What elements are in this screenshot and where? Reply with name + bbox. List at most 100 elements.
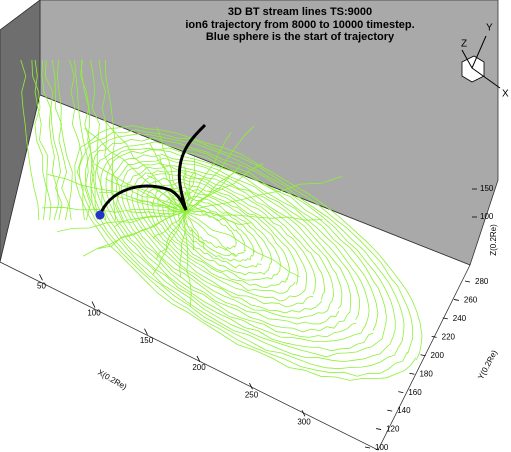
streamline: [134, 197, 186, 213]
y-tick: [376, 428, 382, 430]
y-tick-label: 140: [397, 406, 411, 415]
y-tick: [431, 335, 437, 338]
y-tick: [387, 409, 393, 412]
streamline: [184, 211, 205, 250]
chart-subtitle: ion6 trajectory from 8000 to 10000 times…: [185, 19, 414, 31]
z-tick-label: 100: [480, 212, 494, 221]
y-tick: [398, 391, 404, 394]
streamline: [146, 175, 186, 213]
streamline: [105, 178, 186, 213]
streamline: [184, 157, 195, 213]
y-tick: [464, 280, 471, 283]
x-tick: [249, 382, 253, 390]
streamline: [56, 59, 73, 221]
orientation-glyph: Z Y X: [461, 23, 509, 100]
x-tick: [39, 274, 43, 281]
start-sphere: [95, 210, 105, 220]
x-tick: [144, 328, 148, 335]
streamline: [156, 211, 186, 260]
y-tick: [364, 446, 371, 449]
streamline: [149, 185, 186, 213]
y-tick: [409, 372, 415, 375]
streamline: [94, 141, 387, 358]
glyph-label: Y: [486, 23, 493, 34]
streamline: [110, 153, 361, 338]
streamline: [83, 211, 186, 257]
streamline: [100, 147, 379, 352]
streamline: [80, 59, 98, 221]
streamline: [184, 210, 323, 221]
glyph-label: Z: [461, 39, 467, 50]
y-tick-label: 260: [464, 296, 478, 305]
glyph-axis: [471, 35, 487, 69]
streamline: [74, 59, 91, 221]
x-tick-label: 100: [87, 309, 101, 318]
x-tick: [91, 301, 96, 308]
streamline: [103, 119, 186, 213]
streamline: [20, 59, 40, 221]
y-tick: [442, 317, 448, 320]
streamline: [84, 128, 186, 213]
y-tick-label: 160: [408, 388, 422, 397]
streamline: [184, 211, 251, 226]
streamline: [167, 197, 264, 269]
streamline: [184, 164, 241, 213]
y-tick-label: 100: [375, 443, 389, 452]
streamlines: [20, 59, 423, 381]
streamline: [184, 125, 255, 213]
x-tick-label: 300: [297, 417, 311, 426]
chart-title: 3D BT stream lines TS:9000: [228, 6, 372, 18]
trajectory: [98, 123, 207, 216]
y-tick-label: 180: [419, 369, 433, 378]
x-tick: [301, 410, 306, 417]
streamline: [151, 186, 290, 289]
streamline: [131, 170, 326, 314]
y-tick-label: 280: [475, 277, 489, 286]
streamline: [184, 211, 300, 278]
streamline: [51, 59, 69, 221]
streamline: [152, 211, 186, 239]
streamline: [159, 155, 186, 213]
x-tick-label: 50: [37, 281, 46, 290]
glyph-axis: [461, 49, 473, 69]
streamline: [90, 59, 107, 221]
streamline: [177, 204, 246, 257]
streamline: [146, 181, 299, 294]
streamline: [183, 211, 192, 307]
streamline: [184, 175, 343, 213]
y-tick: [420, 354, 426, 357]
streamline: [80, 59, 100, 221]
x-tick-label: 250: [245, 390, 259, 399]
streamline: [120, 163, 343, 325]
streamline: [78, 129, 414, 377]
streamline: [184, 211, 236, 258]
z-axis-title: Z(0.2Re): [489, 224, 498, 256]
y-tick: [453, 299, 459, 301]
streamline: [116, 157, 352, 333]
streamline: [184, 131, 232, 213]
y-tick-label: 220: [442, 332, 456, 341]
streamline: [69, 59, 85, 221]
streamline: [152, 211, 186, 275]
streamline: [127, 211, 186, 215]
streamline: [44, 59, 63, 221]
streamline: [184, 211, 195, 251]
z-tick-label: 150: [480, 184, 494, 193]
x-tick-label: 200: [192, 363, 206, 372]
streamline: [90, 137, 396, 363]
streamline: [57, 211, 186, 232]
streamline: [31, 59, 47, 221]
streamline: [114, 211, 186, 228]
y-tick-label: 240: [453, 314, 467, 323]
streamline: [157, 190, 282, 281]
y-tick-label: 200: [431, 351, 445, 360]
chart-subtitle: Blue sphere is the start of trajectory: [206, 31, 395, 43]
x-tick-label: 150: [140, 336, 154, 345]
streamline: [34, 59, 52, 221]
glyph-axis: [471, 67, 501, 89]
streamline: [98, 59, 117, 221]
streamline: [84, 133, 405, 370]
glyph-label: X: [502, 89, 509, 100]
x-tick: [196, 355, 201, 363]
